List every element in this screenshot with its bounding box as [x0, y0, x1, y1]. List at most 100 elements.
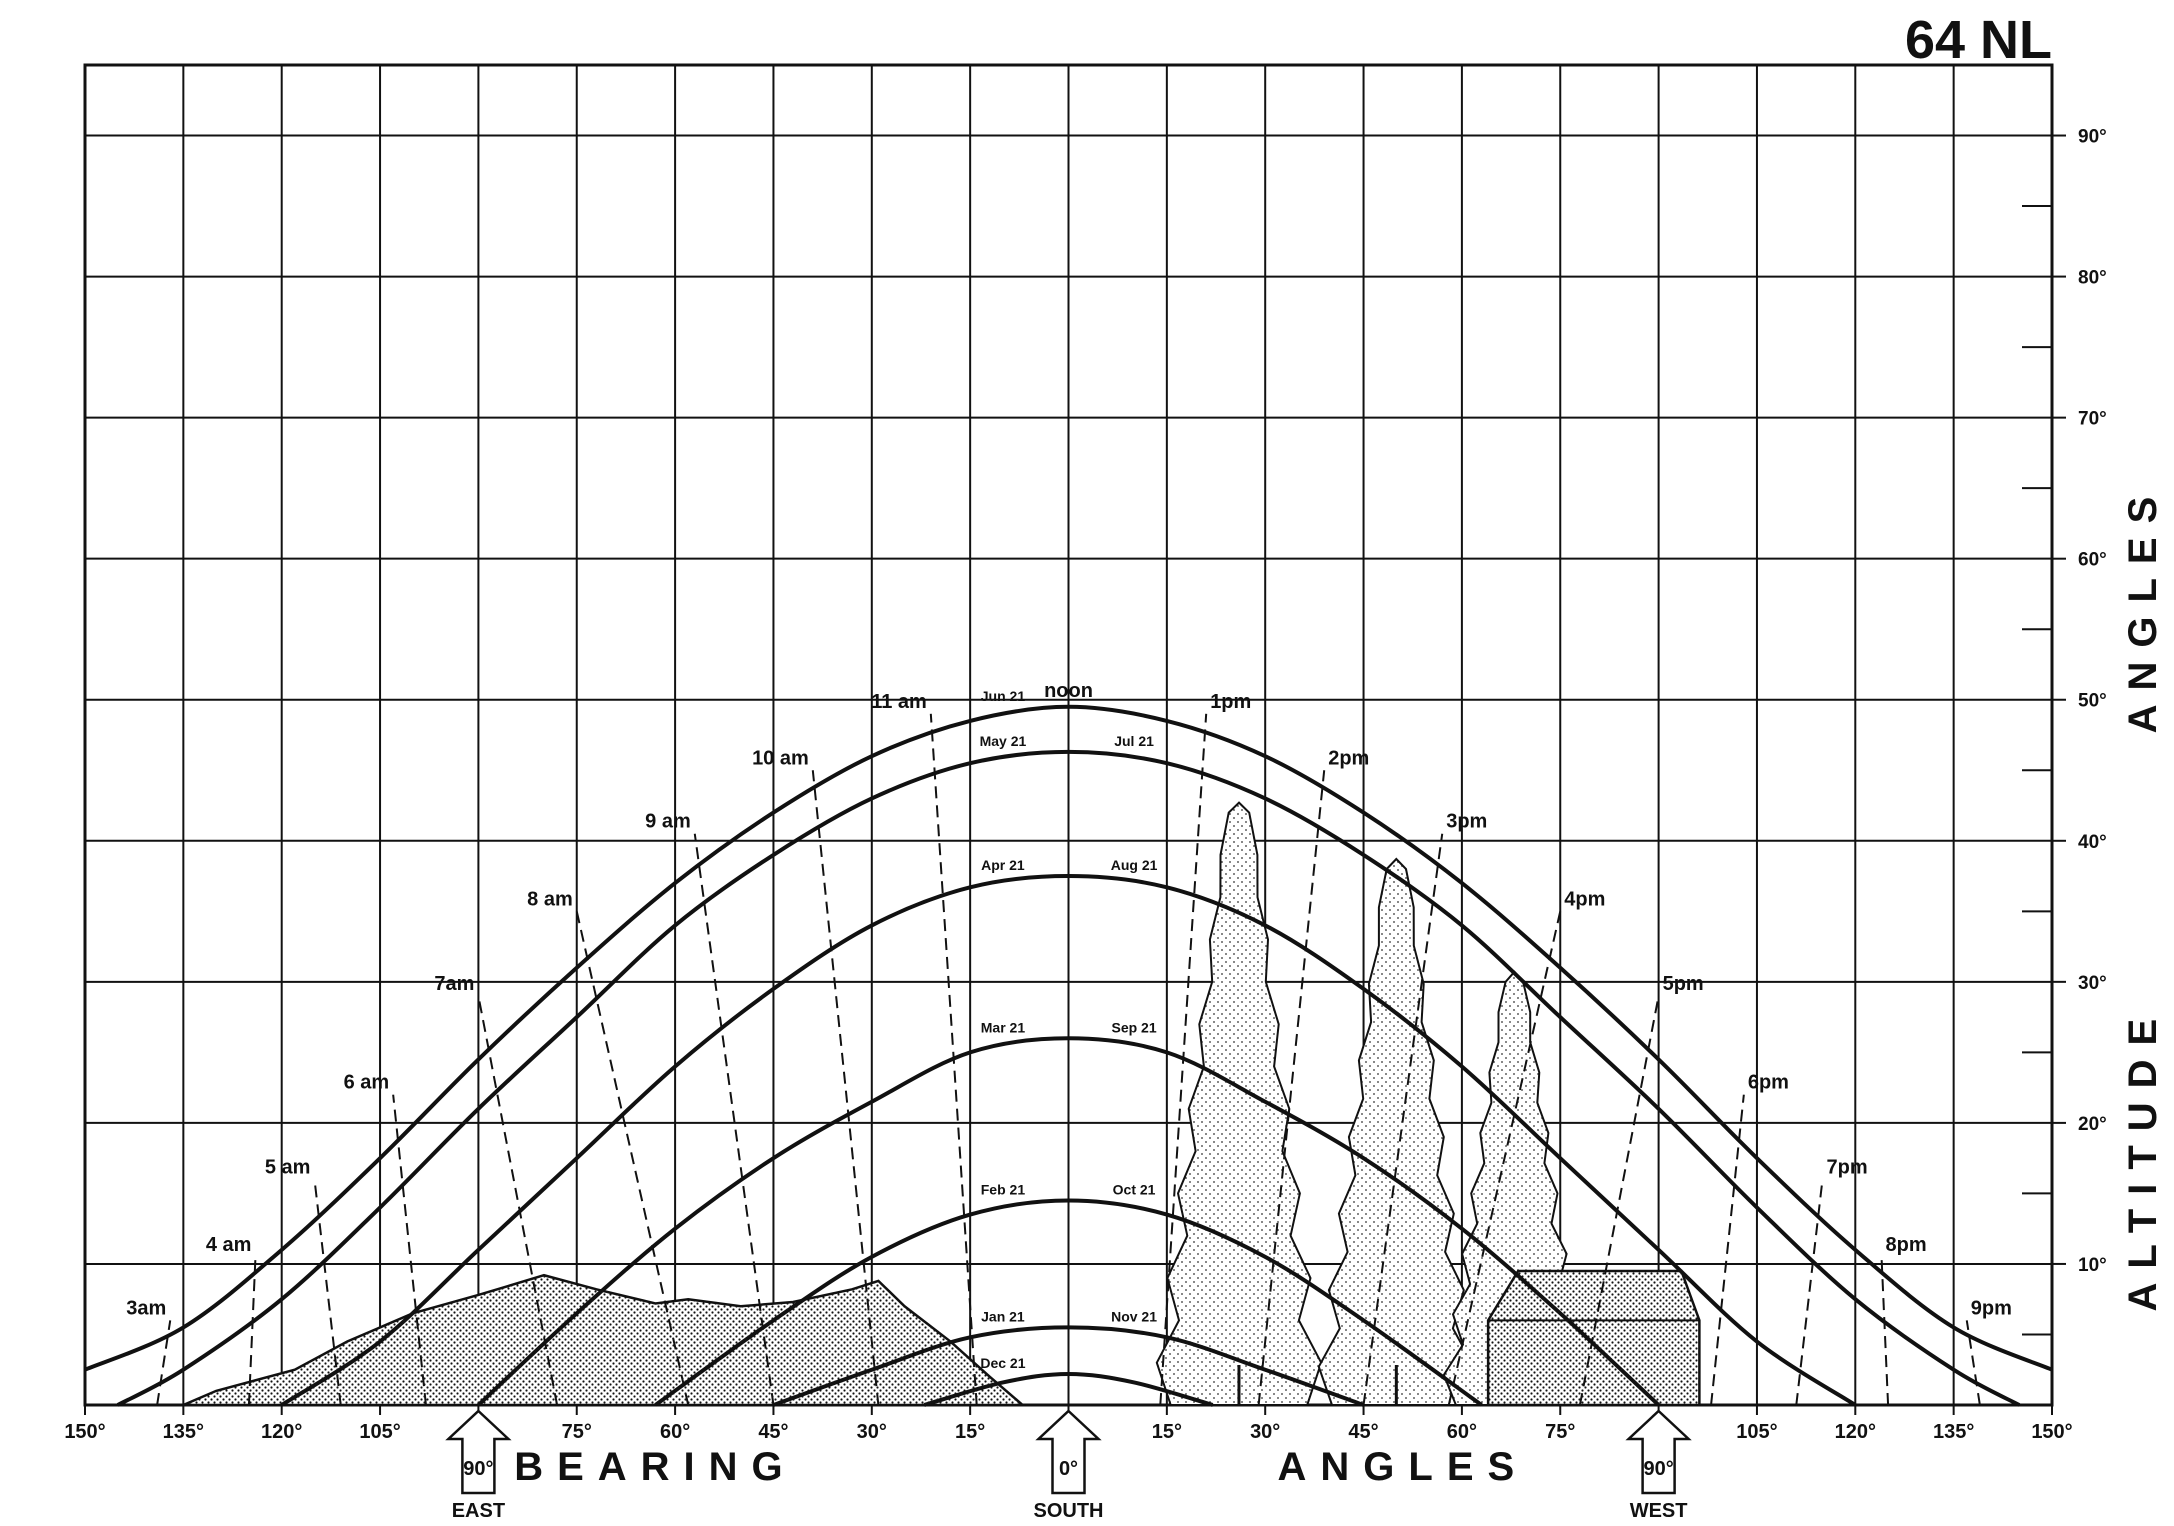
y-tick-label: 50° [2078, 691, 2107, 712]
x-tick-label: 75° [562, 1421, 592, 1443]
hour-line [693, 833, 775, 1406]
direction-label: EAST [452, 1500, 505, 1522]
direction-arrow [1035, 1409, 1102, 1495]
hour-label: 4 am [206, 1234, 252, 1256]
hour-label: 4pm [1564, 888, 1605, 910]
date-label-left: Jun 21 [981, 688, 1026, 704]
hour-line [1880, 1256, 1890, 1406]
date-label-left: May 21 [980, 733, 1027, 749]
hour-line [1362, 833, 1444, 1406]
hour-label: 7pm [1827, 1156, 1868, 1178]
direction-value: 0° [1059, 1458, 1078, 1480]
y-axis-label-part: ALTITUDE [2121, 1005, 2165, 1312]
chart-title: 64 NL [1905, 10, 2052, 70]
hour-line [1710, 1094, 1745, 1406]
hour-line [392, 1094, 427, 1406]
x-tick-label: 150° [2031, 1421, 2072, 1443]
x-tick-label: 15° [955, 1421, 985, 1443]
scenery-illustration [182, 801, 1701, 1407]
x-tick-label: 105° [1736, 1421, 1777, 1443]
date-label-right: Jul 21 [1114, 733, 1154, 749]
y-tick-label: 10° [2078, 1255, 2107, 1276]
hour-label: 6 am [344, 1072, 390, 1094]
hour-line [477, 995, 559, 1406]
date-curve-series [477, 1036, 1660, 1407]
date-curves [84, 704, 2053, 1407]
direction-label: WEST [1630, 1500, 1688, 1522]
date-label-right: Nov 21 [1111, 1308, 1157, 1324]
x-tick-label: 120° [1835, 1421, 1876, 1443]
hour-label: 9pm [1971, 1297, 2012, 1319]
date-label-left: Mar 21 [981, 1019, 1026, 1035]
hour-line [1447, 911, 1562, 1406]
x-tick-label: 135° [163, 1421, 204, 1443]
hour-label: 5pm [1663, 973, 1704, 995]
x-tick-label: 30° [857, 1421, 887, 1443]
x-axis-label-part: BEARING [514, 1445, 796, 1489]
mountain-ridge [182, 1273, 1026, 1407]
x-tick-label: 60° [660, 1421, 690, 1443]
direction-value: 90° [1643, 1458, 1673, 1480]
y-axis-label-part: ANGLES [2121, 483, 2165, 734]
hour-line [811, 770, 880, 1406]
x-tick-label: 45° [1348, 1421, 1378, 1443]
hour-label: 6pm [1748, 1072, 1789, 1094]
hour-label: 9 am [645, 811, 691, 833]
direction-arrow [445, 1409, 512, 1495]
hour-line [1578, 995, 1660, 1406]
x-tick-label: 30° [1250, 1421, 1280, 1443]
x-tick-label: 75° [1545, 1421, 1575, 1443]
x-tick-label: 120° [261, 1421, 302, 1443]
x-tick-label: 150° [64, 1421, 105, 1443]
date-label-left: Feb 21 [981, 1181, 1026, 1197]
date-curve-series [772, 1325, 1365, 1407]
date-label-right: Sep 21 [1111, 1019, 1156, 1035]
y-tick-label: 20° [2078, 1114, 2107, 1135]
hour-label: 2pm [1328, 747, 1369, 769]
date-label-left: Jan 21 [981, 1308, 1025, 1324]
x-tick-label: 15° [1152, 1421, 1182, 1443]
y-tick-label: 60° [2078, 550, 2107, 571]
hour-label: 1pm [1210, 691, 1251, 713]
hour-line [1965, 1320, 1981, 1406]
hour-line [156, 1320, 172, 1406]
hour-label: 8pm [1886, 1234, 1927, 1256]
hour-line [1257, 770, 1326, 1406]
hour-label: 8 am [527, 888, 573, 910]
y-tick-label: 30° [2078, 973, 2107, 994]
hour-line [575, 911, 690, 1406]
x-tick-label: 105° [359, 1421, 400, 1443]
hour-label: 5 am [265, 1156, 311, 1178]
date-curve-series [116, 749, 2021, 1407]
direction-arrow [1625, 1409, 1692, 1495]
date-label-left: Apr 21 [981, 857, 1025, 873]
noon-label: noon [1044, 680, 1093, 702]
hour-label: 7am [434, 973, 474, 995]
tree-middle [1317, 857, 1475, 1406]
date-curve-series [280, 874, 1857, 1407]
y-tick-label: 40° [2078, 832, 2107, 853]
direction-label: SOUTH [1034, 1500, 1104, 1522]
date-label-left: Dec 21 [980, 1355, 1025, 1371]
x-tick-label: 45° [758, 1421, 788, 1443]
x-tick-label: 60° [1447, 1421, 1477, 1443]
hour-label: 10 am [752, 747, 809, 769]
date-curve-series [84, 704, 2053, 1372]
hour-label: 3am [126, 1297, 166, 1319]
chart-grid [83, 63, 2066, 1415]
date-curve-series [923, 1371, 1214, 1407]
x-tick-label: 135° [1933, 1421, 1974, 1443]
date-label-right: Oct 21 [1113, 1181, 1156, 1197]
hour-label: 3pm [1446, 811, 1487, 833]
y-tick-label: 80° [2078, 268, 2107, 289]
y-tick-label: 70° [2078, 409, 2107, 430]
date-label-right: Aug 21 [1111, 857, 1158, 873]
hour-line [247, 1256, 257, 1406]
chart-labels: 64 NL 10° 20° 30° 40° 50° 60° 70° 80° 90° 150° 135°… [64, 10, 2165, 1522]
x-axis-label-part: ANGLES [1278, 1445, 1529, 1489]
y-tick-label: 90° [2078, 127, 2107, 148]
direction-value: 90° [463, 1458, 493, 1480]
date-curve-series [654, 1198, 1483, 1407]
hour-label: 11 am [871, 691, 927, 713]
